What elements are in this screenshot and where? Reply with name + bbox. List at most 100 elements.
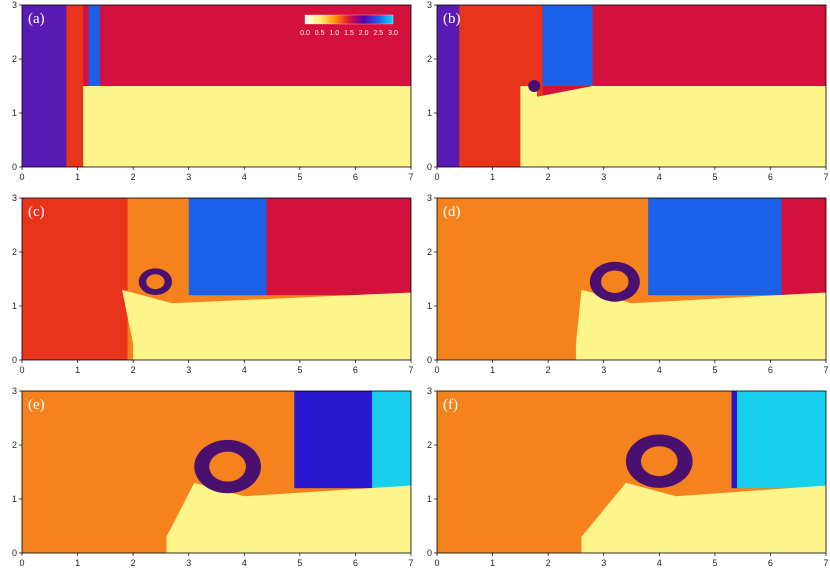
vortex-inner [601, 270, 629, 293]
panel-svg: 0 1 2 3 4 5 6 7 0 1 2 3 (f) [427, 386, 829, 568]
x-tick-label: 0 [434, 365, 439, 375]
colorbar-tick-label: 2.0 [359, 30, 369, 37]
x-tick-label: 6 [353, 365, 358, 375]
flow-field [437, 5, 826, 167]
y-tick-label: 1 [427, 301, 432, 311]
region-yellow [581, 482, 826, 553]
plot-frame [21, 4, 412, 168]
y-tick-label: 1 [427, 494, 432, 504]
region-yellow [83, 86, 411, 167]
x-tick-label: 7 [408, 172, 413, 182]
x-tick-label: 4 [242, 172, 247, 182]
panel-label: (f) [443, 397, 458, 413]
plot-frame [436, 390, 827, 554]
y-tick-label: 2 [427, 54, 432, 64]
x-tick-label: 4 [657, 172, 662, 182]
region-violet [22, 5, 67, 167]
x-tick-label: 1 [490, 558, 495, 568]
x-tick-label: 6 [768, 172, 773, 182]
plot-area: 0 1 2 3 4 5 6 7 0 1 2 3 (f) [427, 386, 829, 568]
plot-area: 0 1 2 3 4 5 6 7 0 1 2 3 (a) 0.0 0.5 1.0 1.5 2.0 2.5 3.0 [12, 0, 414, 182]
panel-label: (d) [443, 204, 461, 220]
panel-label: (e) [28, 397, 45, 413]
y-tick-label: 2 [427, 440, 432, 450]
panel-f: 0 1 2 3 4 5 6 7 0 1 2 3 (f) [425, 386, 830, 576]
y-tick-label: 1 [427, 108, 432, 118]
y-tick-label: 0 [427, 162, 432, 172]
x-tick-label: 1 [75, 558, 80, 568]
panel-svg: 0 1 2 3 4 5 6 7 0 1 2 3 (c) [12, 193, 414, 375]
x-tick-label: 1 [75, 365, 80, 375]
plot-area: 0 1 2 3 4 5 6 7 0 1 2 3 (b) [427, 0, 829, 182]
panel-c: 0 1 2 3 4 5 6 7 0 1 2 3 (c) [10, 193, 415, 383]
x-tick-label: 4 [657, 558, 662, 568]
flow-field [22, 391, 411, 553]
region-right [737, 391, 826, 489]
region-violet [437, 5, 460, 167]
x-tick-label: 2 [131, 558, 136, 568]
y-tick-label: 1 [12, 108, 17, 118]
x-tick-label: 7 [408, 365, 413, 375]
colorbar-tick-label: 0.0 [300, 30, 310, 37]
region-blue [542, 5, 593, 86]
plot-frame [436, 197, 827, 361]
y-tick-label: 3 [427, 0, 432, 10]
y-tick-label: 2 [427, 247, 432, 257]
vortex-inner [640, 446, 678, 477]
y-tick-label: 0 [427, 548, 432, 558]
panel-label: (b) [443, 11, 461, 27]
y-tick-label: 2 [12, 440, 17, 450]
region-red [22, 198, 128, 360]
x-tick-label: 1 [75, 172, 80, 182]
x-tick-label: 4 [657, 365, 662, 375]
region-yellow [166, 482, 411, 553]
colorbar: 0.0 0.5 1.0 1.5 2.0 2.5 3.0 [300, 14, 398, 37]
x-tick-label: 3 [186, 365, 191, 375]
x-tick-label: 0 [19, 172, 24, 182]
x-tick-label: 6 [353, 172, 358, 182]
x-tick-label: 0 [19, 558, 24, 568]
x-tick-label: 5 [712, 558, 717, 568]
panel-d: 0 1 2 3 4 5 6 7 0 1 2 3 (d) [425, 193, 830, 383]
x-tick-label: 0 [434, 558, 439, 568]
x-tick-label: 5 [712, 365, 717, 375]
panel-a: 0 1 2 3 4 5 6 7 0 1 2 3 (a) 0.0 0.5 1.0 1.5 2.0 2.5 3.0 [10, 0, 415, 190]
flow-field [22, 198, 411, 360]
panel-svg: 0 1 2 3 4 5 6 7 0 1 2 3 (b) [427, 0, 829, 182]
panel-svg: 0 1 2 3 4 5 6 7 0 1 2 3 (a) 0.0 0.5 1.0 1.5 2.0 2.5 3.0 [12, 0, 414, 182]
x-tick-label: 7 [408, 558, 413, 568]
region-right [372, 391, 411, 489]
panel-e: 0 1 2 3 4 5 6 7 0 1 2 3 (e) [10, 386, 415, 576]
y-tick-label: 0 [427, 355, 432, 365]
x-tick-label: 0 [19, 365, 24, 375]
x-tick-label: 3 [601, 558, 606, 568]
colorbar-tick-label: 1.5 [344, 30, 354, 37]
x-tick-label: 3 [601, 172, 606, 182]
x-tick-label: 4 [242, 558, 247, 568]
x-tick-label: 7 [823, 172, 828, 182]
plot-area: 0 1 2 3 4 5 6 7 0 1 2 3 (d) [427, 193, 829, 375]
x-tick-label: 2 [546, 365, 551, 375]
y-tick-label: 0 [12, 355, 17, 365]
colorbar-tick-label: 2.5 [373, 30, 383, 37]
region-red [66, 5, 84, 167]
x-tick-label: 5 [297, 365, 302, 375]
region-blue [294, 391, 373, 489]
plot-frame [21, 197, 412, 361]
vortex-inner [146, 274, 165, 290]
panel-svg: 0 1 2 3 4 5 6 7 0 1 2 3 (e) [12, 386, 414, 568]
plot-frame [436, 4, 827, 168]
x-tick-label: 5 [297, 558, 302, 568]
x-tick-label: 2 [131, 365, 136, 375]
region-yellow [122, 289, 411, 360]
x-tick-label: 2 [546, 172, 551, 182]
y-tick-label: 3 [12, 0, 17, 10]
x-tick-label: 6 [353, 558, 358, 568]
x-tick-label: 7 [823, 558, 828, 568]
x-tick-label: 4 [242, 365, 247, 375]
plot-area: 0 1 2 3 4 5 6 7 0 1 2 3 (c) [12, 193, 414, 375]
x-tick-label: 5 [712, 172, 717, 182]
y-tick-label: 1 [12, 301, 17, 311]
flow-field [437, 391, 826, 553]
flow-field [437, 198, 826, 360]
